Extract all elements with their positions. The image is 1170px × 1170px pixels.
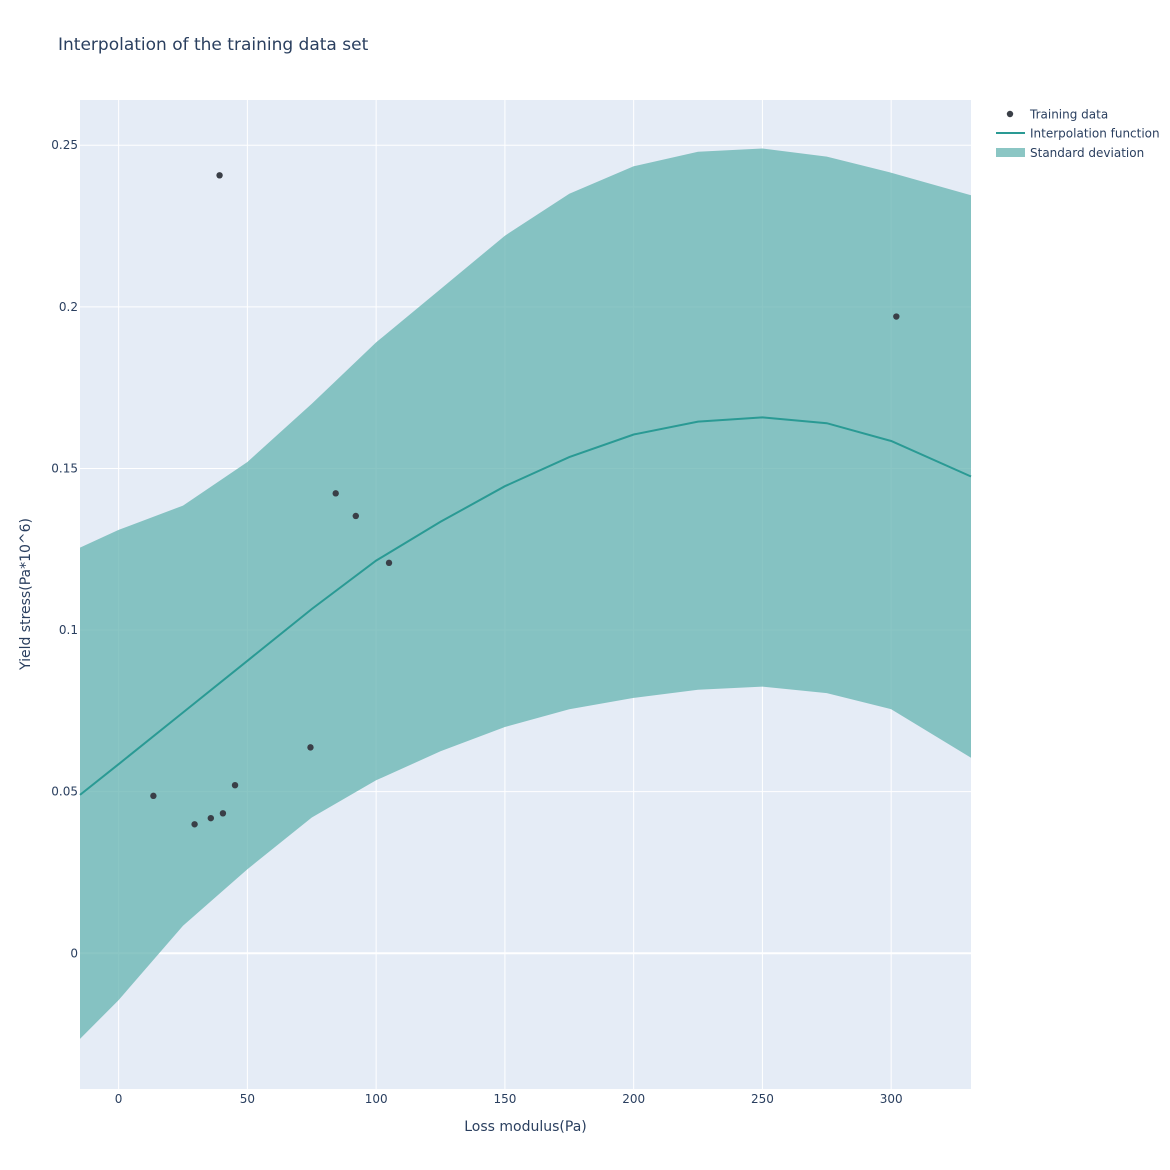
training-data-point[interactable] bbox=[219, 810, 227, 817]
legend-marker-training-data bbox=[1006, 110, 1014, 118]
std-deviation-band bbox=[80, 148, 971, 1039]
chart-title: Interpolation of the training data set bbox=[58, 35, 369, 55]
y-tick-label: 0.15 bbox=[51, 461, 78, 475]
training-data-point[interactable] bbox=[231, 781, 239, 789]
x-tick-label: 100 bbox=[365, 1092, 388, 1106]
x-axis-title: Loss modulus(Pa) bbox=[464, 1119, 587, 1135]
training-data-point[interactable] bbox=[352, 512, 359, 520]
legend: Training data Interpolation function Sta… bbox=[996, 108, 1160, 160]
y-tick-label: 0.2 bbox=[59, 300, 78, 314]
training-data-point[interactable] bbox=[385, 559, 393, 567]
y-tick-label: 0.25 bbox=[51, 138, 78, 152]
legend-label-training-data: Training data bbox=[1029, 108, 1108, 122]
y-tick-label: 0 bbox=[70, 946, 78, 960]
training-data-point[interactable] bbox=[332, 490, 339, 497]
training-data-point[interactable] bbox=[216, 172, 223, 179]
y-tick-label: 0.1 bbox=[59, 623, 78, 637]
x-tick-label: 200 bbox=[622, 1092, 645, 1106]
training-data-point[interactable] bbox=[207, 814, 215, 822]
legend-item-interpolation-function[interactable]: Interpolation function bbox=[996, 127, 1160, 141]
y-tick-labels: 0 0.05 0.1 0.15 0.2 0.25 bbox=[51, 138, 78, 960]
training-data-point[interactable] bbox=[307, 744, 314, 751]
x-tick-label: 0 bbox=[115, 1092, 123, 1106]
legend-item-training-data[interactable]: Training data bbox=[1006, 108, 1108, 122]
legend-swatch-standard-deviation bbox=[996, 148, 1025, 157]
x-tick-label: 50 bbox=[240, 1092, 255, 1106]
x-tick-label: 300 bbox=[880, 1092, 903, 1106]
x-tick-label: 150 bbox=[493, 1092, 516, 1106]
std-band-layer bbox=[80, 148, 971, 1039]
training-points-layer bbox=[150, 172, 900, 828]
y-axis-title: Yield stress(Pa*10^6) bbox=[18, 518, 34, 671]
training-data-point[interactable] bbox=[191, 821, 198, 828]
training-data-point[interactable] bbox=[893, 313, 900, 320]
legend-label-standard-deviation: Standard deviation bbox=[1030, 146, 1144, 160]
interpolation-line bbox=[79, 416, 972, 796]
legend-label-interpolation-function: Interpolation function bbox=[1030, 127, 1160, 141]
y-tick-label: 0.05 bbox=[51, 785, 78, 799]
interpolation-line-layer bbox=[79, 416, 972, 796]
x-tick-label: 250 bbox=[751, 1092, 774, 1106]
training-data-point[interactable] bbox=[150, 792, 157, 800]
x-tick-labels: 0 50 100 150 200 250 300 bbox=[115, 1092, 903, 1106]
legend-item-standard-deviation[interactable]: Standard deviation bbox=[996, 146, 1144, 160]
